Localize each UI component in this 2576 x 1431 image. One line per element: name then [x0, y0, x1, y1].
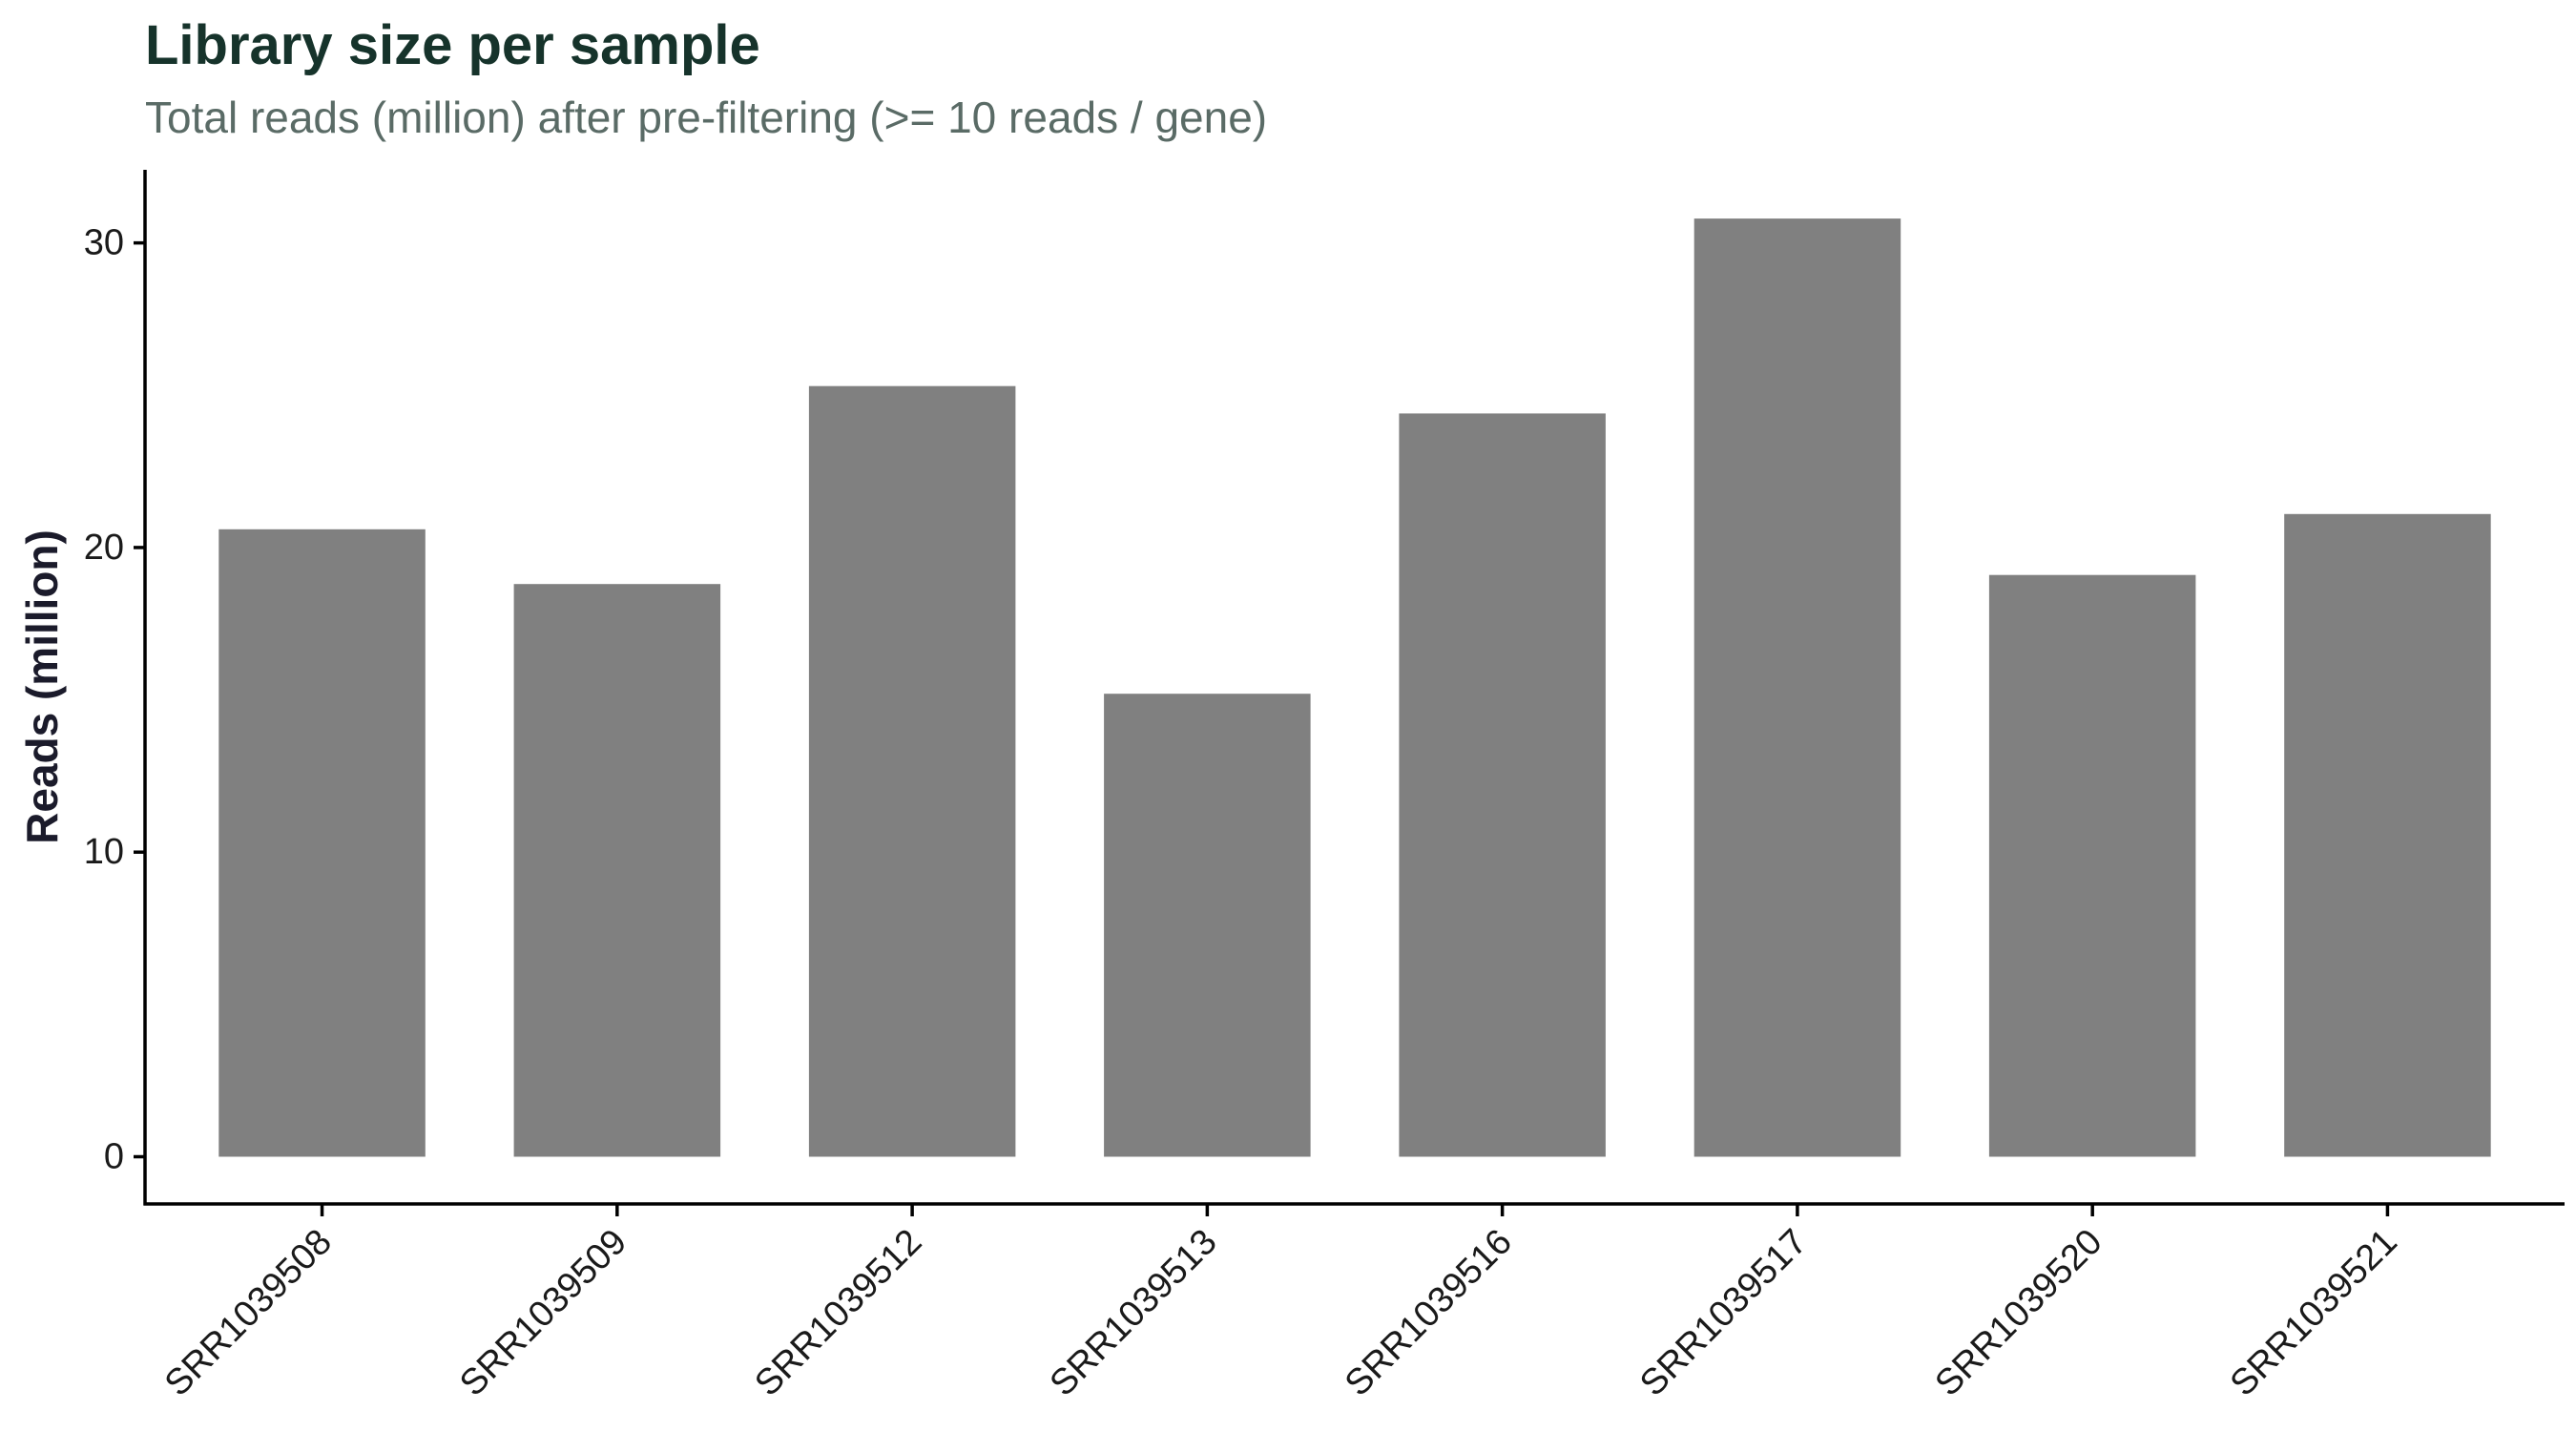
bar-SRR1039509	[513, 584, 721, 1157]
y-tick-label: 10	[84, 832, 124, 872]
bars-group	[218, 218, 2491, 1157]
bar-SRR1039513	[1104, 694, 1311, 1157]
x-tick-label: SRR1039508	[157, 1222, 340, 1404]
y-tick-label: 0	[104, 1137, 124, 1177]
x-tick-label: SRR1039513	[1043, 1222, 1225, 1404]
bar-SRR1039508	[218, 529, 426, 1157]
y-axis: 0 10 20 30	[84, 170, 147, 1206]
x-tick-label: SRR1039517	[1632, 1222, 1815, 1404]
x-tick-label: SRR1039520	[1927, 1222, 2109, 1404]
y-axis-title: Reads (million)	[17, 529, 67, 844]
x-tick-label: SRR1039521	[2223, 1222, 2405, 1404]
x-tick-label: SRR1039509	[452, 1222, 634, 1404]
bar-SRR1039517	[1693, 218, 1901, 1157]
y-tick-label: 30	[84, 223, 124, 263]
x-tick-label: SRR1039516	[1338, 1222, 1520, 1404]
chart-title: Library size per sample	[145, 14, 760, 76]
y-tick-label: 20	[84, 528, 124, 568]
bar-SRR1039521	[2284, 513, 2491, 1157]
bar-SRR1039516	[1399, 413, 1606, 1157]
bar-SRR1039520	[1988, 574, 2196, 1157]
x-axis: SRR1039508 SRR1039509 SRR1039512 SRR1039513…	[143, 1202, 2565, 1404]
bar-SRR1039512	[808, 385, 1016, 1157]
chart-subtitle: Total reads (million) after pre-filterin…	[145, 93, 1268, 142]
x-tick-label: SRR1039512	[747, 1222, 929, 1404]
